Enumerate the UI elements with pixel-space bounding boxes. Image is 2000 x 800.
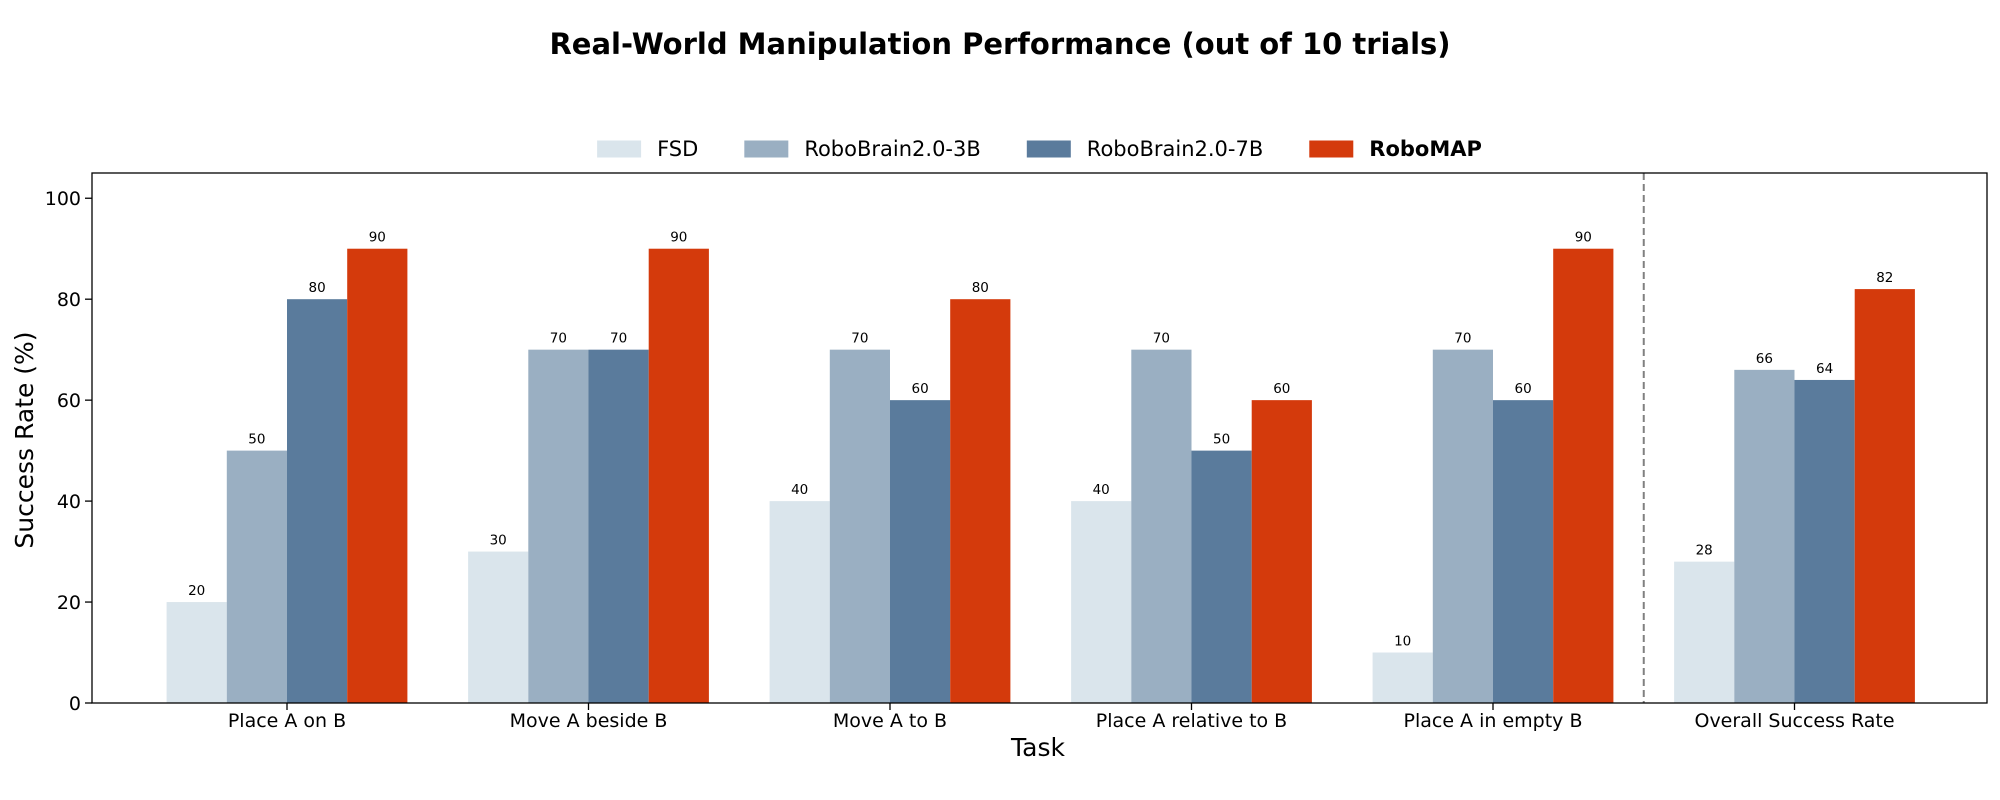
data-label: 40	[1093, 482, 1110, 498]
data-label: 80	[309, 280, 326, 296]
data-label: 90	[670, 230, 687, 246]
data-label: 80	[972, 280, 989, 296]
x-tick-label: Overall Success Rate	[1694, 710, 1894, 732]
data-label: 60	[1273, 381, 1290, 397]
data-label: 64	[1816, 361, 1833, 377]
data-label: 90	[1575, 230, 1592, 246]
x-tick-label: Place A in empty B	[1404, 710, 1583, 732]
y-tick-label: 0	[69, 693, 81, 715]
y-axis-label: Success Rate (%)	[10, 331, 39, 548]
y-axis: 0 20 40 60 80 100	[45, 188, 92, 715]
legend-swatch-fsd	[597, 140, 642, 158]
data-label: 40	[791, 482, 808, 498]
bar-robobrain2-0-3b-6	[1734, 369, 1795, 703]
legend-label: FSD	[657, 137, 698, 161]
bar-robobrain2-0-7b-3	[890, 400, 951, 703]
data-label: 50	[248, 432, 265, 448]
bar-fsd-6	[1674, 561, 1735, 703]
data-label: 70	[851, 331, 868, 347]
data-label: 70	[610, 331, 627, 347]
bar-robobrain2-0-7b-5	[1493, 400, 1554, 703]
data-label: 60	[1515, 381, 1532, 397]
data-label: 90	[369, 230, 386, 246]
y-tick-label: 100	[45, 188, 81, 210]
bar-robomap-4	[1251, 400, 1312, 703]
bar-robobrain2-0-7b-6	[1794, 379, 1855, 703]
data-label: 70	[1454, 331, 1471, 347]
bar-robobrain2-0-7b-1	[287, 299, 348, 703]
data-label: 20	[188, 583, 205, 599]
legend-swatch-robobrain2-0-7b	[1026, 140, 1071, 158]
data-label: 50	[1213, 432, 1230, 448]
bar-robobrain2-0-3b-2	[528, 349, 589, 703]
x-axis-label: Task	[1010, 733, 1065, 762]
data-label: 70	[550, 331, 567, 347]
x-tick-label: Place A on B	[228, 710, 346, 732]
y-tick-label: 60	[57, 390, 81, 412]
bar-robobrain2-0-3b-1	[226, 450, 287, 703]
bar-fsd-4	[1071, 501, 1132, 703]
data-label: 10	[1394, 634, 1411, 650]
x-axis: Place A on B Move A beside B Move A to B Pl…	[228, 703, 1895, 732]
legend-swatch-robobrain2-0-3b	[744, 140, 789, 158]
data-label: 28	[1696, 543, 1713, 559]
legend-label: RoboBrain2.0-7B	[1087, 137, 1263, 161]
bar-fsd-2	[468, 551, 529, 703]
x-tick-label: Place A relative to B	[1096, 710, 1287, 732]
y-tick-label: 20	[57, 592, 81, 614]
bar-robomap-1	[347, 248, 408, 703]
bar-robobrain2-0-3b-3	[829, 349, 890, 703]
legend-swatch-robomap	[1309, 140, 1354, 158]
bar-robobrain2-0-3b-5	[1432, 349, 1493, 703]
legend: FSD RoboBrain2.0-3B RoboBrain2.0-7B RoboMAP	[597, 137, 1482, 161]
bar-fsd-5	[1372, 652, 1433, 703]
data-label: 82	[1876, 270, 1893, 286]
bar-robomap-3	[950, 299, 1011, 703]
chart-title: Real-World Manipulation Performance (out…	[549, 27, 1450, 61]
bar-robomap-2	[648, 248, 709, 703]
bar-robomap-6	[1854, 289, 1915, 703]
data-label: 70	[1153, 331, 1170, 347]
legend-label: RoboBrain2.0-3B	[804, 137, 980, 161]
data-label: 66	[1756, 351, 1773, 367]
bar-robobrain2-0-7b-2	[588, 349, 649, 703]
data-labels-group: 20 50 80 90 30 70 70 90 40 70 60 80 40 70 50 60 10 70 60 90…	[188, 230, 1893, 650]
plot-frame	[91, 172, 1988, 704]
bars-group	[166, 248, 1915, 703]
bar-fsd-1	[166, 602, 227, 703]
bar-fsd-3	[769, 501, 830, 703]
bar-robobrain2-0-7b-4	[1191, 450, 1252, 703]
bar-robomap-5	[1553, 248, 1614, 703]
x-tick-label: Move A beside B	[510, 710, 668, 732]
y-tick-label: 40	[57, 491, 81, 513]
legend-label: RoboMAP	[1369, 137, 1482, 161]
bar-robobrain2-0-3b-4	[1131, 349, 1192, 703]
data-label: 60	[912, 381, 929, 397]
data-label: 30	[490, 533, 507, 549]
y-tick-label: 80	[57, 289, 81, 311]
x-tick-label: Move A to B	[833, 710, 947, 732]
